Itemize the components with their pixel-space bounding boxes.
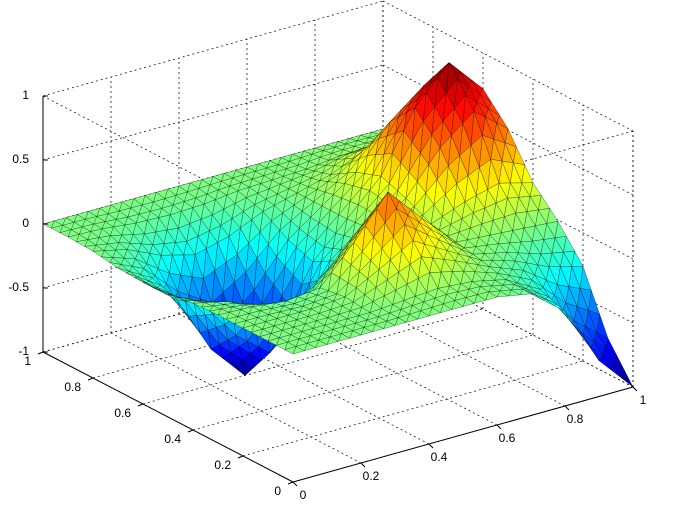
x-tick-label: 0.2	[363, 469, 380, 483]
grid-line	[242, 360, 584, 457]
surface-facet	[242, 324, 255, 333]
x-tick-label: 1	[640, 393, 647, 407]
grid-line	[246, 294, 498, 426]
x-tick-label: 0.6	[499, 431, 516, 445]
surface-facet	[284, 346, 297, 355]
tick-mark	[37, 351, 44, 355]
surface-facet	[209, 308, 222, 316]
surface-facet	[217, 312, 230, 320]
grid-line	[314, 275, 566, 407]
y-tick-label: 0.4	[164, 432, 181, 446]
grid-line	[382, 0, 634, 132]
surface-facet	[92, 250, 105, 258]
tick-mark	[428, 443, 434, 449]
y-tick-label: 0.6	[114, 406, 131, 420]
z-tick-label: 0.5	[12, 152, 29, 166]
x-tick-label: 0.4	[431, 450, 448, 464]
surface-facet	[134, 277, 147, 283]
surface-facet	[267, 337, 280, 346]
y-tick-label: 0.8	[64, 380, 81, 394]
y-tick-label: 0.2	[214, 458, 231, 472]
surface-facet	[142, 282, 155, 289]
tick-mark	[87, 377, 94, 381]
surface-facet	[176, 297, 189, 301]
tick-mark	[137, 403, 144, 407]
surface-facet	[200, 305, 214, 312]
grid-line	[142, 308, 484, 405]
surface-facet	[225, 316, 238, 324]
surface-facet	[184, 300, 197, 304]
surface-facet	[234, 320, 247, 329]
grid-line	[178, 313, 430, 445]
surface-facet	[117, 267, 130, 274]
box-edge	[42, 95, 294, 227]
tick-mark	[292, 481, 298, 487]
tick-mark	[632, 386, 638, 392]
surface-facet	[84, 244, 97, 252]
grid-line	[110, 332, 362, 464]
tick-mark	[360, 462, 366, 468]
surface-facet	[42, 220, 55, 229]
z-tick-label: -0.5	[8, 280, 29, 294]
axis-line	[292, 386, 634, 483]
surface-facet	[75, 239, 88, 247]
y-tick-label: 0	[274, 484, 281, 498]
surface-facet	[109, 262, 122, 269]
surface-facet	[275, 341, 288, 350]
z-tick-label: -1	[18, 344, 29, 358]
tick-mark	[187, 429, 194, 433]
tick-mark	[496, 424, 502, 430]
surface-facet	[126, 272, 139, 278]
y-tick-label: 1	[24, 354, 31, 368]
z-tick-label: 0	[22, 216, 29, 230]
grid-line	[192, 334, 534, 431]
grid-line	[42, 64, 384, 161]
surface-facet	[67, 234, 80, 243]
tick-mark	[237, 455, 244, 459]
surface-facet	[159, 290, 172, 295]
x-tick-label: 0	[300, 488, 307, 502]
surface-facet	[100, 256, 114, 263]
z-tick-label: 1	[22, 88, 29, 102]
surface-facet	[59, 229, 72, 238]
surface-facet	[259, 333, 272, 342]
grid-line	[42, 0, 384, 97]
x-tick-label: 0.8	[567, 412, 584, 426]
surface-facet	[50, 225, 63, 233]
axis-line	[42, 351, 294, 483]
tick-mark	[564, 405, 570, 411]
surface-facet	[250, 328, 263, 337]
tick-mark	[287, 481, 294, 485]
surface-facet	[192, 302, 205, 308]
